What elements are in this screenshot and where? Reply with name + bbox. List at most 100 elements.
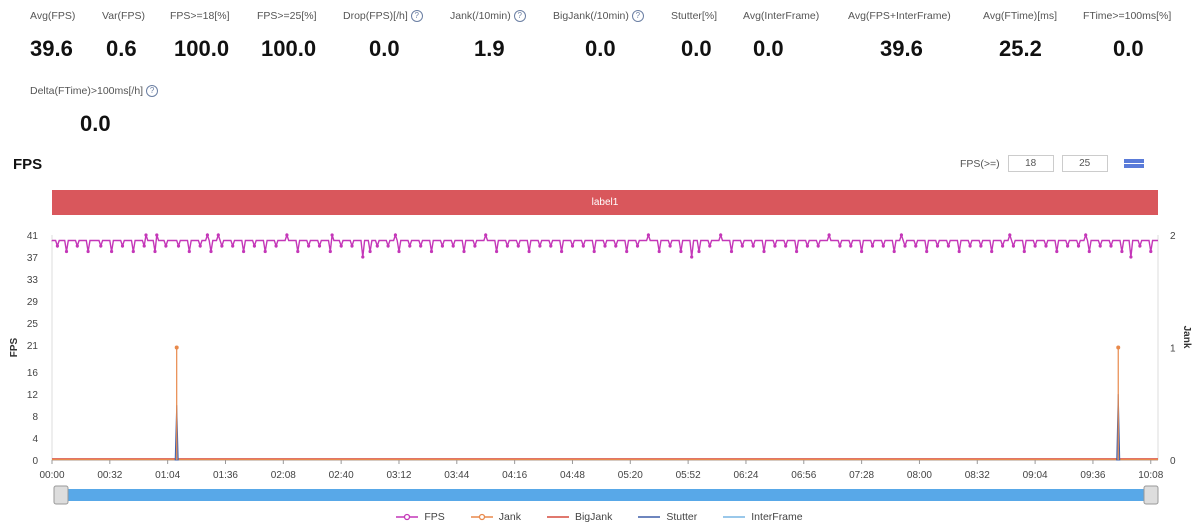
- fps-data-point: [285, 233, 289, 237]
- help-icon[interactable]: ?: [146, 85, 159, 97]
- x-tick-label: 04:48: [560, 470, 585, 481]
- fps-data-point: [386, 244, 390, 248]
- metric-label-text: Drop(FPS)[/h]: [343, 10, 408, 22]
- fps-data-point: [1011, 244, 1016, 248]
- metric-label-text: Avg(FPS+InterFrame): [848, 10, 951, 22]
- fps-data-point: [164, 244, 168, 248]
- metric-label: Delta(FTime)>100ms[/h]?: [30, 85, 159, 97]
- fps-data-point: [408, 244, 412, 248]
- fps-data-point: [328, 249, 332, 254]
- x-tick-label: 06:56: [791, 470, 816, 481]
- fps-data-point: [429, 249, 434, 254]
- threshold-high-input[interactable]: [1061, 155, 1108, 172]
- metric-label: FTime>=100ms[%]: [1083, 10, 1171, 22]
- metric-label: Avg(InterFrame): [743, 10, 819, 22]
- fps-data-point: [1055, 249, 1059, 254]
- fps-data-point: [330, 233, 334, 237]
- fps-data-point: [176, 244, 181, 248]
- y-tick-label: 33: [27, 275, 39, 286]
- fps-data-point: [1066, 244, 1070, 248]
- fps-data-point: [516, 244, 520, 248]
- chart-legend: FPS Jank BigJank Stutter InterFrame: [0, 511, 1199, 523]
- fps-data-point: [397, 249, 401, 254]
- fps-data-point: [368, 249, 372, 254]
- fps-data-point: [473, 244, 477, 248]
- legend-toggle-icon[interactable]: [1123, 159, 1144, 168]
- y-tick-label: 41: [27, 231, 39, 242]
- y-tick-label: 37: [27, 253, 39, 264]
- x-tick-label: 05:20: [618, 470, 643, 481]
- fps-data-point: [375, 244, 379, 248]
- y-tick-label: 12: [27, 390, 39, 401]
- fps-data-point: [1033, 244, 1037, 248]
- metric-value: 0.0: [80, 111, 111, 136]
- fps-data-point: [1022, 249, 1026, 254]
- fps-data-point: [581, 244, 585, 248]
- fps-data-point: [925, 249, 929, 254]
- zoom-slider-left-handle[interactable]: [53, 485, 69, 505]
- legend-item-stutter[interactable]: Stutter: [638, 511, 697, 523]
- x-tick-label: 02:08: [271, 470, 296, 481]
- fps-data-point: [827, 233, 831, 237]
- fps-data-point: [903, 244, 907, 248]
- metric-label: Stutter[%]: [671, 10, 717, 22]
- legend-item-fps[interactable]: FPS: [396, 511, 445, 523]
- fps-data-point: [592, 249, 596, 254]
- fps-data-point: [762, 249, 766, 254]
- metric-value: 1.9: [474, 36, 505, 61]
- fps-data-point: [1109, 244, 1113, 248]
- legend-swatch-icon: [638, 516, 661, 518]
- x-tick-label: 04:16: [502, 470, 527, 481]
- fps-data-point: [317, 244, 322, 248]
- help-icon[interactable]: ?: [410, 10, 423, 22]
- fps-data-point: [216, 233, 220, 237]
- x-tick-label: 09:36: [1080, 470, 1105, 481]
- fps-data-point: [1149, 249, 1153, 254]
- metric-label: Avg(FTime)[ms]: [983, 10, 1057, 22]
- label-bar[interactable]: label1: [52, 190, 1158, 215]
- legend-swatch-icon: [396, 513, 419, 521]
- fps-data-point: [838, 244, 842, 248]
- fps-data-point: [614, 244, 618, 248]
- metrics-panel: Avg(FPS) 39.6 Var(FPS) 0.6 FPS>=18[%] 100.0 FP…: [0, 0, 1199, 140]
- fps-data-point: [538, 244, 542, 248]
- fps-data-point: [1001, 244, 1005, 248]
- legend-swatch-icon: [470, 513, 493, 521]
- zoom-slider-track[interactable]: [60, 489, 1155, 501]
- x-tick-label: 00:00: [39, 470, 64, 481]
- fps-data-point: [946, 244, 951, 248]
- fps-data-point: [75, 244, 79, 248]
- fps-data-point: [1044, 244, 1048, 248]
- metric-label-text: FPS>=25[%]: [257, 10, 317, 22]
- x-tick-label: 10:08: [1138, 470, 1163, 481]
- help-icon[interactable]: ?: [631, 10, 644, 22]
- fps-data-point: [339, 244, 343, 248]
- fps-data-point: [1098, 244, 1102, 248]
- legend-item-bigjank[interactable]: BigJank: [546, 511, 612, 523]
- threshold-low-input[interactable]: [1007, 155, 1054, 172]
- fps-threshold-controls: FPS(>=): [960, 155, 1144, 172]
- fps-data-point: [86, 249, 90, 254]
- metric-label-text: FPS>=18[%]: [170, 10, 230, 22]
- fps-data-point: [719, 233, 723, 237]
- help-icon[interactable]: ?: [513, 10, 526, 22]
- legend-label: Jank: [498, 511, 521, 523]
- fps-data-point: [451, 244, 455, 248]
- metric-label: BigJank(/10min)?: [553, 10, 644, 22]
- fps-data-point: [881, 244, 885, 248]
- y2-axis-title: Jank: [1181, 326, 1192, 349]
- y2-tick-label: 1: [1170, 344, 1176, 355]
- zoom-slider-right-handle[interactable]: [1143, 485, 1159, 505]
- fps-data-point: [892, 249, 896, 254]
- legend-item-jank[interactable]: Jank: [470, 511, 521, 523]
- legend-item-interframe[interactable]: InterFrame: [723, 511, 803, 523]
- x-tick-label: 08:00: [907, 470, 932, 481]
- fps-data-point: [307, 244, 311, 248]
- fps-data-point: [274, 244, 278, 248]
- legend-swatch-icon: [723, 516, 746, 518]
- fps-data-point: [625, 249, 629, 254]
- fps-data-point: [419, 244, 423, 248]
- x-tick-label: 02:40: [329, 470, 354, 481]
- fps-data-point: [1129, 255, 1133, 259]
